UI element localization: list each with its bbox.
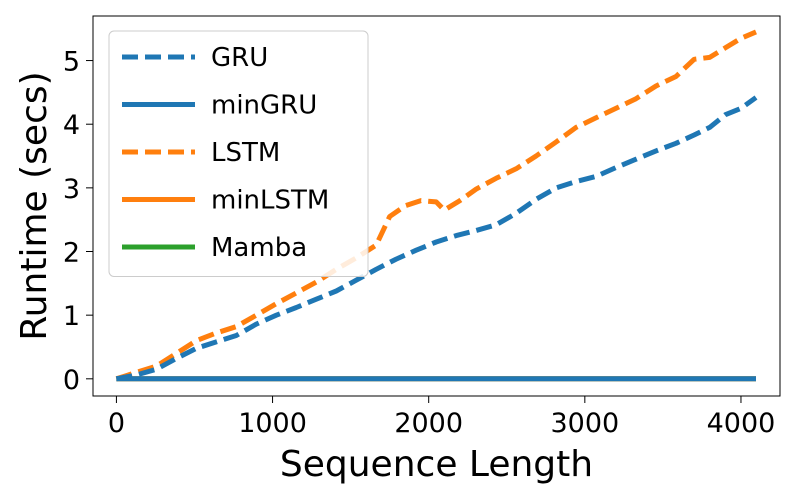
legend-label-mingru: minGRU	[211, 91, 317, 121]
x-axis-label: Sequence Length	[280, 444, 593, 485]
legend-box	[108, 30, 369, 277]
legend-label-minlstm: minLSTM	[211, 186, 329, 216]
y-tick-label: 3	[63, 174, 80, 205]
tick-layer: 0 1000 2000 3000 4000 0 1 2 3 4 5	[63, 47, 776, 439]
legend-label-mamba: Mamba	[211, 233, 307, 263]
x-tick-label: 1000	[238, 408, 307, 439]
x-tick-label: 2000	[394, 408, 463, 439]
y-axis-label: Runtime (secs)	[14, 71, 55, 340]
y-tick-label: 4	[63, 110, 80, 141]
plot-frame	[92, 15, 781, 397]
x-tick-label: 4000	[707, 408, 776, 439]
legend: GRU minGRU LSTM minLSTM Mamba	[108, 30, 369, 277]
series-layer	[115, 29, 758, 382]
y-tick-label: 5	[63, 47, 80, 78]
series-line-lstm	[115, 29, 757, 382]
series-line-gru	[115, 95, 758, 382]
legend-label-lstm: LSTM	[211, 138, 280, 168]
y-tick-label: 0	[63, 365, 80, 396]
y-tick-label: 2	[63, 238, 80, 269]
x-tick-label: 0	[108, 408, 125, 439]
legend-label-gru: GRU	[211, 43, 268, 73]
y-tick-label: 1	[63, 301, 80, 332]
x-tick-label: 3000	[550, 408, 619, 439]
